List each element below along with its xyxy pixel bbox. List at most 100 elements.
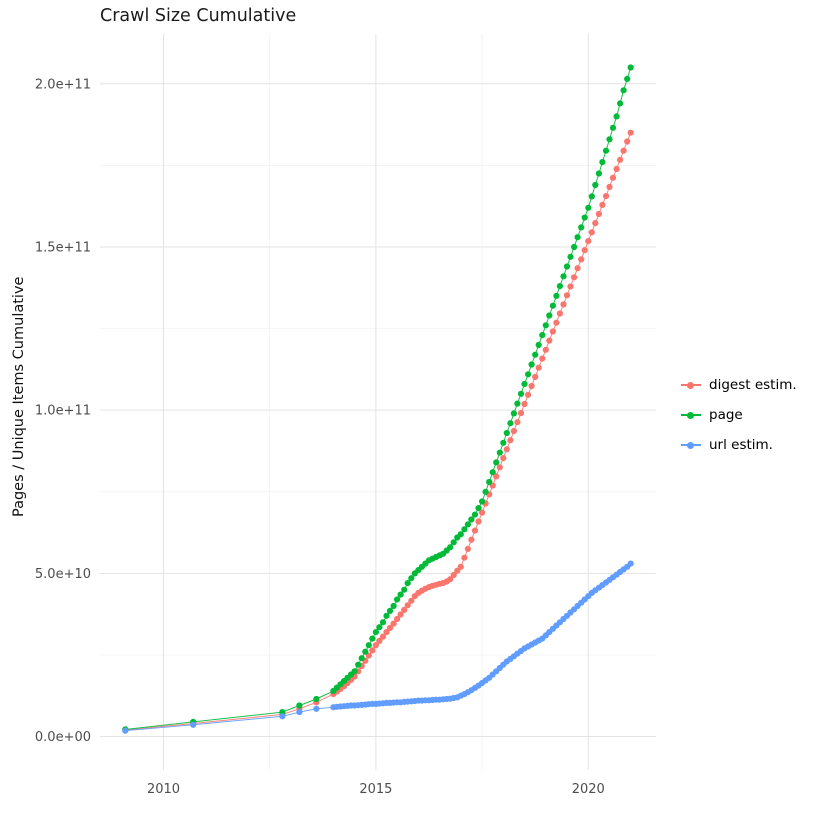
data-point xyxy=(617,100,624,107)
x-tick-label: 2020 xyxy=(572,782,605,797)
data-point xyxy=(627,129,634,136)
data-point xyxy=(313,705,320,712)
data-point xyxy=(560,273,567,280)
data-point xyxy=(581,214,588,221)
data-point xyxy=(613,165,620,173)
data-point xyxy=(122,727,129,734)
data-point xyxy=(517,390,525,397)
data-point xyxy=(528,382,535,390)
data-point xyxy=(500,455,507,462)
data-point xyxy=(496,464,503,471)
data-point xyxy=(521,400,528,408)
data-point xyxy=(486,478,493,486)
data-point xyxy=(358,655,365,662)
data-point xyxy=(383,612,390,619)
data-point xyxy=(556,283,564,290)
legend-label: page xyxy=(709,407,743,423)
data-point xyxy=(397,611,404,618)
data-point xyxy=(507,420,514,427)
data-point xyxy=(296,709,303,716)
data-point xyxy=(563,292,571,299)
data-point xyxy=(450,571,457,579)
data-point xyxy=(624,75,631,82)
data-point xyxy=(606,183,613,190)
legend-key-icon xyxy=(680,408,702,422)
data-point xyxy=(546,312,553,319)
x-tick-label: 2010 xyxy=(147,782,180,797)
data-point xyxy=(510,427,517,435)
data-point xyxy=(602,147,610,154)
data-point xyxy=(609,174,617,181)
data-point xyxy=(567,253,574,260)
data-point xyxy=(372,642,379,649)
data-point xyxy=(471,527,479,534)
data-point xyxy=(390,602,397,610)
data-point xyxy=(464,521,471,528)
data-point xyxy=(535,364,542,371)
data-point xyxy=(609,124,617,131)
data-point xyxy=(503,446,510,453)
data-point xyxy=(401,606,408,614)
data-point xyxy=(468,536,475,543)
data-point xyxy=(279,713,286,720)
data-point xyxy=(532,351,539,358)
data-point xyxy=(578,256,585,263)
data-point xyxy=(539,355,546,362)
data-point xyxy=(404,602,411,609)
data-point xyxy=(408,575,415,582)
data-point xyxy=(539,332,546,339)
legend-dot-icon xyxy=(687,381,694,389)
y-tick-label: 5.0e+10 xyxy=(35,567,91,582)
y-tick-label: 1.5e+11 xyxy=(35,240,91,255)
data-point xyxy=(390,620,397,627)
y-tick-label: 2.0e+11 xyxy=(35,77,91,92)
data-point xyxy=(408,597,415,604)
data-point xyxy=(461,554,468,561)
data-point xyxy=(362,648,369,655)
data-point xyxy=(571,274,578,281)
data-point xyxy=(296,702,303,709)
y-tick-label: 1.0e+11 xyxy=(35,404,91,419)
data-point xyxy=(542,346,549,353)
data-point xyxy=(581,247,588,254)
data-point xyxy=(386,607,394,615)
data-point xyxy=(447,544,454,551)
data-point xyxy=(588,193,595,200)
legend-label: digest estim. xyxy=(709,377,797,393)
data-point xyxy=(369,635,376,642)
data-point xyxy=(447,576,454,583)
data-point xyxy=(394,615,401,623)
data-point xyxy=(592,181,599,189)
data-point xyxy=(592,220,599,227)
data-point xyxy=(546,337,553,344)
data-point xyxy=(313,695,320,703)
data-point xyxy=(599,201,606,208)
data-point xyxy=(595,170,603,177)
data-point xyxy=(401,586,408,593)
data-point xyxy=(560,301,567,308)
data-point xyxy=(493,459,500,466)
data-point xyxy=(517,410,525,417)
data-point xyxy=(468,516,475,523)
y-tick-label: 0.0e+00 xyxy=(35,730,91,745)
legend-item-url: url estim. xyxy=(680,434,797,456)
data-point xyxy=(588,229,595,236)
data-point xyxy=(450,539,457,546)
data-point xyxy=(624,138,631,145)
data-point xyxy=(479,509,486,516)
data-point xyxy=(461,526,468,533)
data-point xyxy=(549,302,557,309)
data-point xyxy=(365,642,372,649)
data-point xyxy=(457,563,464,570)
data-point xyxy=(620,147,627,154)
data-point xyxy=(553,319,560,326)
data-point xyxy=(471,511,479,518)
legend-key-icon xyxy=(680,438,702,452)
data-point xyxy=(510,410,517,417)
legend-dot-icon xyxy=(687,411,694,419)
data-point xyxy=(190,721,197,728)
legend-item-digest: digest estim. xyxy=(680,374,797,396)
data-point xyxy=(514,419,521,426)
data-point xyxy=(507,437,514,444)
